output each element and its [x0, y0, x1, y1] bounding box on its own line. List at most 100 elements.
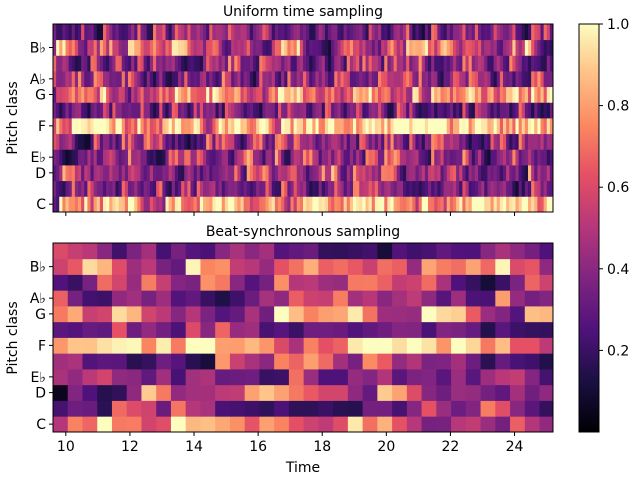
heatmap-cell [228, 71, 232, 88]
heatmap-cell [124, 118, 129, 135]
heatmap-cell [343, 24, 348, 41]
heatmap-cell [68, 118, 73, 135]
heatmap-cell [459, 149, 463, 166]
heatmap-cell [215, 39, 220, 56]
heatmap-cell [303, 369, 319, 386]
heatmap-cell [115, 118, 120, 135]
heatmap-cell [59, 165, 63, 182]
heatmap-cell [531, 71, 535, 88]
heatmap-cell [390, 196, 395, 213]
heatmap-cell [484, 102, 488, 119]
heatmap-cell [97, 353, 113, 370]
heatmap-cell [229, 369, 246, 386]
heatmap-cell [333, 321, 349, 338]
heatmap-cell [237, 196, 241, 213]
heatmap-cell [65, 133, 70, 150]
heatmap-cell [331, 118, 335, 135]
heatmap-cell [549, 196, 554, 213]
heatmap-cell [84, 86, 88, 103]
heatmap-cell [493, 71, 498, 88]
heatmap-cell [281, 118, 285, 135]
heatmap-cell [359, 149, 363, 166]
heatmap-cell [156, 416, 172, 433]
heatmap-cell [168, 180, 173, 197]
heatmap-cell [462, 71, 466, 88]
heatmap-cell [406, 39, 410, 56]
heatmap-cell [229, 290, 246, 307]
heatmap-cell [495, 274, 511, 291]
heatmap-cell [440, 55, 445, 72]
heatmap-cell [99, 71, 104, 88]
heatmap-cell [349, 196, 354, 213]
heatmap-cell [409, 24, 413, 41]
heatmap-cell [409, 196, 413, 213]
heatmap-cell [140, 165, 145, 182]
heatmap-cell [403, 39, 407, 56]
heatmap-cell [365, 24, 370, 41]
heatmap-cell [71, 102, 76, 119]
heatmap-cell [540, 180, 545, 197]
heatmap-cell [121, 102, 126, 119]
heatmap-cell [347, 369, 364, 386]
heatmap-cell [218, 165, 223, 182]
heatmap-cell [521, 133, 526, 150]
heatmap-cell [184, 86, 188, 103]
heatmap-cell [284, 102, 288, 119]
heatmap-cell [333, 400, 349, 417]
heatmap-cell [421, 165, 426, 182]
heatmap-cell [471, 165, 476, 182]
heatmap-cell [274, 118, 279, 135]
heatmap-cell [437, 180, 441, 197]
heatmap-cell [412, 196, 416, 213]
heatmap-cell [346, 102, 351, 119]
heatmap-cell [362, 133, 366, 150]
heatmap-cell [412, 149, 416, 166]
heatmap-cell [306, 86, 310, 103]
heatmap-cell [99, 39, 104, 56]
heatmap-cell [215, 165, 220, 182]
heatmap-cell [303, 353, 319, 370]
heatmap-cell [347, 400, 364, 417]
heatmap-cell [506, 86, 510, 103]
heatmap-cell [71, 86, 76, 103]
heatmap-cell [181, 102, 185, 119]
heatmap-cell [243, 39, 248, 56]
heatmap-cell [97, 337, 113, 354]
heatmap-cell [406, 337, 422, 354]
heatmap-cell [424, 149, 429, 166]
heatmap-cell [453, 133, 457, 150]
heatmap-cell [518, 24, 523, 41]
heatmap-cell [303, 243, 319, 260]
heatmap-cell [109, 180, 113, 197]
heatmap-cell [200, 258, 216, 275]
heatmap-cell [333, 369, 349, 386]
heatmap-cell [546, 133, 551, 150]
heatmap-cell [156, 258, 172, 275]
heatmap-cell [231, 71, 235, 88]
heatmap-cell [406, 274, 422, 291]
heatmap-cell [515, 118, 520, 135]
heatmap-cell [253, 180, 257, 197]
heatmap-cell [228, 165, 232, 182]
heatmap-cell [309, 133, 313, 150]
heatmap-cell [378, 39, 382, 56]
heatmap-cell [518, 86, 523, 103]
heatmap-cell [446, 39, 451, 56]
heatmap-cell [443, 24, 448, 41]
heatmap-cell [143, 165, 148, 182]
heatmap-cell [468, 133, 473, 150]
heatmap-cell [340, 39, 345, 56]
heatmap-cell [199, 165, 204, 182]
heatmap-cell [456, 55, 460, 72]
heatmap-cell [178, 71, 182, 88]
heatmap-cell [90, 165, 95, 182]
heatmap-cell [199, 180, 204, 197]
heatmap-cell [436, 384, 452, 401]
heatmap-cell [468, 39, 473, 56]
heatmap-cell [359, 39, 363, 56]
heatmap-cell [193, 24, 198, 41]
heatmap-cell [140, 118, 145, 135]
heatmap-cell [56, 55, 60, 72]
heatmap-cell [296, 86, 301, 103]
heatmap-cell [246, 165, 251, 182]
